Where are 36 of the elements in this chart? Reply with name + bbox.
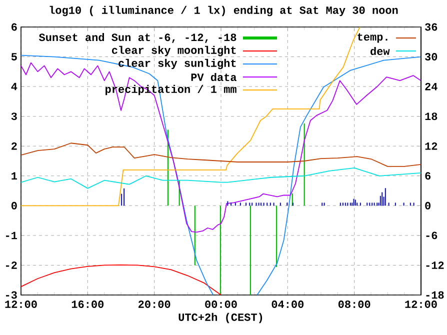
y2-tick-label: 24 bbox=[425, 82, 438, 90]
x-tick-label: 08:00 bbox=[338, 300, 370, 308]
x-tick-label: 04:00 bbox=[272, 300, 304, 308]
y-tick-label: 5 bbox=[11, 53, 17, 60]
y-tick-label: 6 bbox=[12, 23, 17, 31]
y-tick-label: -2 bbox=[6, 262, 17, 269]
legend-label: clear sky moonlight bbox=[112, 46, 236, 56]
y-tick-label: -3 bbox=[6, 291, 17, 299]
y-tick-label: 1 bbox=[12, 172, 17, 180]
x-axis-title: UTC+2h (CEST) bbox=[178, 312, 262, 324]
x-tick-label: 20:00 bbox=[138, 300, 170, 308]
y-tick-label: 0 bbox=[11, 202, 17, 210]
legend-label: dew bbox=[370, 46, 390, 56]
y-tick-label: 3 bbox=[11, 112, 17, 120]
y2-tick-label: -6 bbox=[426, 232, 438, 240]
x-tick-label: 12:00 bbox=[405, 300, 437, 308]
y2-tick-label: -12 bbox=[426, 262, 444, 269]
y2-tick-label: 18 bbox=[425, 112, 438, 120]
legend-label: clear sky sunlight bbox=[118, 58, 236, 70]
y2-tick-label: 12 bbox=[425, 142, 438, 150]
y2-tick-label: -18 bbox=[426, 291, 444, 299]
x-tick-label: 00:00 bbox=[205, 300, 237, 308]
x-tick-label: 12:00 bbox=[5, 300, 37, 308]
y2-tick-label: 36 bbox=[425, 23, 438, 31]
x-tick-label: 16:00 bbox=[72, 300, 104, 308]
y-tick-label: 2 bbox=[12, 142, 17, 150]
y2-tick-label: 30 bbox=[425, 53, 438, 61]
line-series bbox=[21, 264, 222, 295]
chart-title: log10 ( illuminance / 1 lx) ending at Sat May 30 noon bbox=[50, 6, 398, 16]
y-tick-label: -1 bbox=[6, 232, 17, 240]
legend-label: temp. bbox=[358, 33, 388, 43]
y2-tick-label: 0 bbox=[425, 202, 430, 210]
y-tick-label: 4 bbox=[11, 82, 18, 90]
legend-label: Sunset and Sun at -6, -12, -18 bbox=[38, 33, 236, 43]
y2-tick-label: 6 bbox=[425, 172, 431, 180]
legend-label: PV data bbox=[191, 72, 237, 82]
